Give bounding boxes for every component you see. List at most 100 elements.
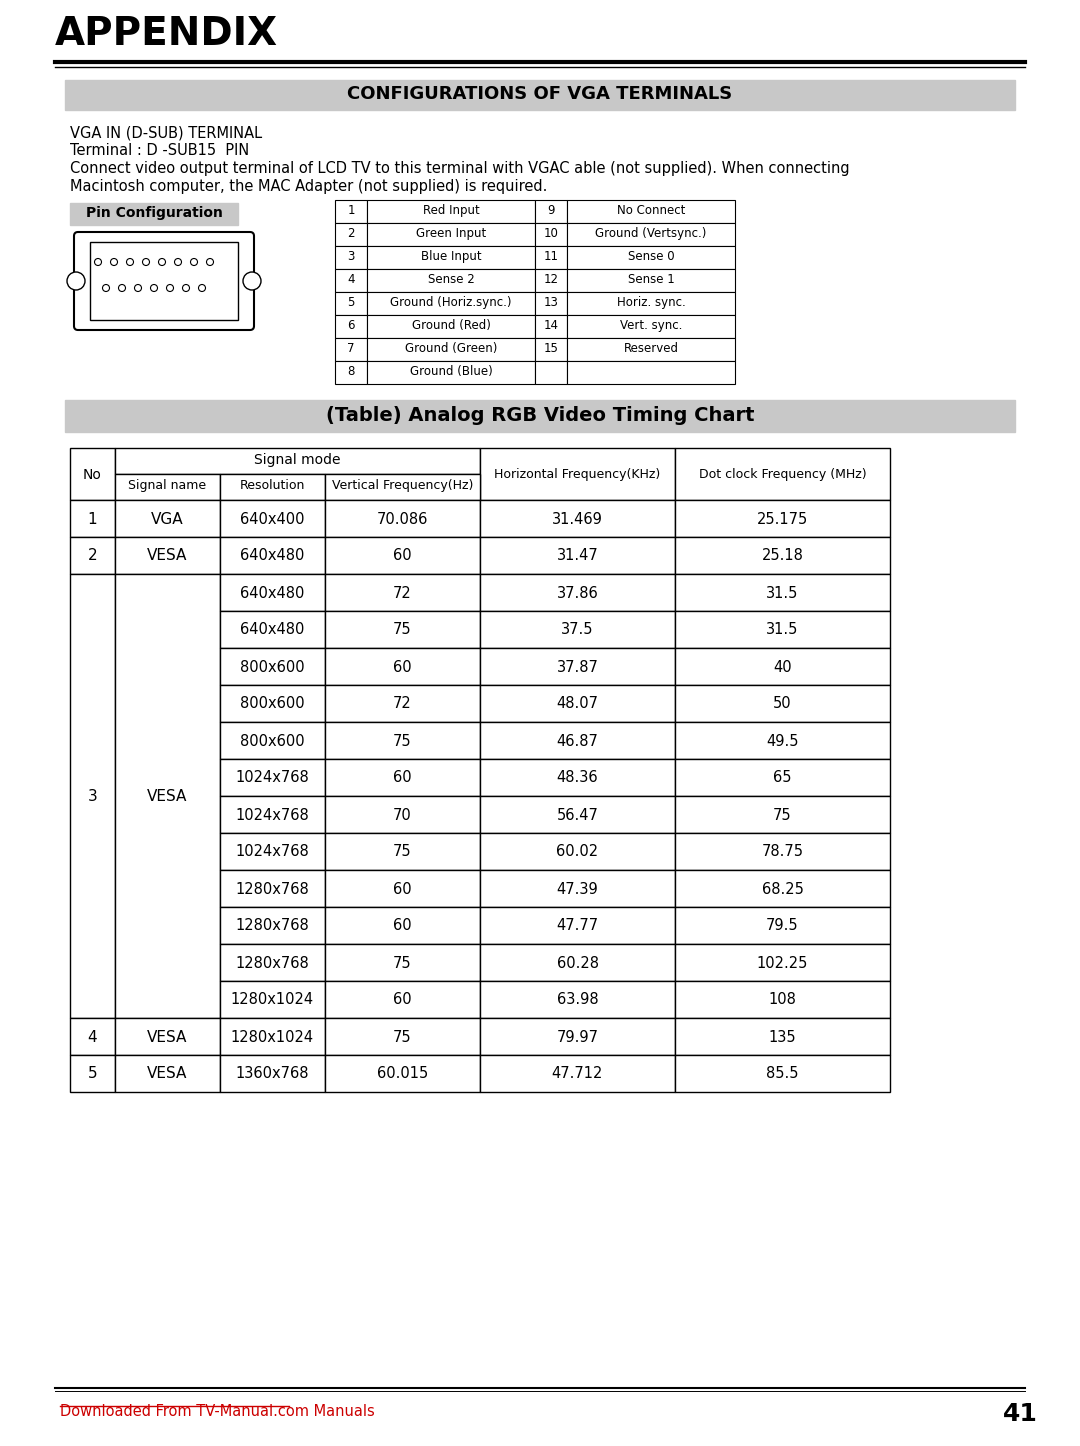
Text: VESA: VESA bbox=[147, 1030, 188, 1044]
Text: (Table) Analog RGB Video Timing Chart: (Table) Analog RGB Video Timing Chart bbox=[326, 406, 754, 425]
Bar bbox=[114, 1018, 220, 1056]
Text: 85.5: 85.5 bbox=[766, 1067, 799, 1082]
Bar bbox=[65, 401, 1015, 432]
Text: Sense 1: Sense 1 bbox=[627, 273, 674, 286]
Text: 800x600: 800x600 bbox=[240, 659, 305, 674]
Text: 47.39: 47.39 bbox=[556, 882, 598, 897]
Text: 2: 2 bbox=[87, 548, 97, 564]
Text: VGA IN (D-SUB) TERMINAL: VGA IN (D-SUB) TERMINAL bbox=[70, 124, 262, 140]
Bar bbox=[220, 536, 325, 574]
Bar bbox=[480, 574, 675, 612]
Text: 40: 40 bbox=[773, 659, 792, 674]
Text: 1280x1024: 1280x1024 bbox=[231, 992, 314, 1008]
Text: 47.712: 47.712 bbox=[552, 1067, 604, 1082]
Bar bbox=[114, 1056, 220, 1092]
Circle shape bbox=[143, 259, 149, 266]
Text: 79.97: 79.97 bbox=[556, 1030, 598, 1044]
Bar bbox=[675, 833, 890, 870]
Bar bbox=[325, 500, 480, 536]
Text: 640x480: 640x480 bbox=[241, 548, 305, 564]
Bar bbox=[367, 338, 535, 362]
Text: 1280x768: 1280x768 bbox=[235, 918, 309, 934]
Circle shape bbox=[175, 259, 181, 266]
Text: Red Input: Red Input bbox=[422, 204, 480, 217]
Bar bbox=[567, 292, 735, 315]
Bar bbox=[675, 944, 890, 980]
Text: Ground (Horiz.sync.): Ground (Horiz.sync.) bbox=[390, 296, 512, 309]
Bar bbox=[220, 944, 325, 980]
Text: Vertical Frequency(Hz): Vertical Frequency(Hz) bbox=[332, 479, 473, 492]
Text: 14: 14 bbox=[543, 320, 558, 333]
Circle shape bbox=[183, 285, 189, 292]
Bar bbox=[70, 574, 114, 1018]
Text: 640x480: 640x480 bbox=[241, 586, 305, 600]
Circle shape bbox=[110, 259, 118, 266]
Text: Terminal : D -SUB15  PIN: Terminal : D -SUB15 PIN bbox=[70, 143, 249, 158]
Bar bbox=[220, 833, 325, 870]
Text: 800x600: 800x600 bbox=[240, 733, 305, 749]
Bar bbox=[70, 448, 114, 500]
Text: 60.02: 60.02 bbox=[556, 844, 598, 859]
Text: 135: 135 bbox=[769, 1030, 796, 1044]
Text: 60.28: 60.28 bbox=[556, 956, 598, 970]
Bar bbox=[480, 648, 675, 685]
Bar bbox=[325, 870, 480, 907]
Bar bbox=[335, 246, 367, 269]
Bar bbox=[675, 612, 890, 648]
Bar bbox=[325, 574, 480, 612]
Bar bbox=[220, 980, 325, 1018]
Bar bbox=[675, 1056, 890, 1092]
Text: 800x600: 800x600 bbox=[240, 697, 305, 711]
Bar bbox=[220, 1018, 325, 1056]
Text: 31.47: 31.47 bbox=[556, 548, 598, 564]
Bar bbox=[220, 574, 325, 612]
Text: 48.07: 48.07 bbox=[556, 697, 598, 711]
Text: 25.175: 25.175 bbox=[757, 512, 808, 526]
Text: 1024x768: 1024x768 bbox=[235, 807, 309, 823]
Bar bbox=[70, 202, 238, 226]
Bar bbox=[220, 722, 325, 759]
Bar bbox=[325, 722, 480, 759]
Bar bbox=[535, 269, 567, 292]
Circle shape bbox=[206, 259, 214, 266]
Bar bbox=[480, 980, 675, 1018]
Text: 25.18: 25.18 bbox=[761, 548, 804, 564]
Bar bbox=[535, 200, 567, 223]
Bar bbox=[220, 500, 325, 536]
Bar bbox=[675, 870, 890, 907]
Bar bbox=[480, 612, 675, 648]
Text: 60: 60 bbox=[393, 992, 411, 1008]
Text: 4: 4 bbox=[348, 273, 354, 286]
Bar bbox=[70, 500, 114, 536]
Text: 79.5: 79.5 bbox=[766, 918, 799, 934]
Text: Signal mode: Signal mode bbox=[254, 453, 341, 467]
Circle shape bbox=[150, 285, 158, 292]
Bar bbox=[480, 500, 675, 536]
Text: 2: 2 bbox=[348, 227, 354, 240]
Bar bbox=[367, 292, 535, 315]
Text: 102.25: 102.25 bbox=[757, 956, 808, 970]
Text: 8: 8 bbox=[348, 364, 354, 377]
Bar bbox=[480, 536, 675, 574]
Bar bbox=[675, 980, 890, 1018]
Text: 6: 6 bbox=[348, 320, 354, 333]
Bar bbox=[367, 223, 535, 246]
Text: 37.86: 37.86 bbox=[556, 586, 598, 600]
Bar bbox=[325, 980, 480, 1018]
Text: Green Input: Green Input bbox=[416, 227, 486, 240]
Bar bbox=[567, 223, 735, 246]
Text: 75: 75 bbox=[393, 622, 411, 638]
Bar bbox=[535, 315, 567, 338]
Text: 70: 70 bbox=[393, 807, 411, 823]
Bar bbox=[567, 338, 735, 362]
Bar bbox=[367, 315, 535, 338]
Bar bbox=[220, 795, 325, 833]
Text: 3: 3 bbox=[87, 790, 97, 804]
Bar bbox=[675, 574, 890, 612]
Text: 72: 72 bbox=[393, 586, 411, 600]
Circle shape bbox=[119, 285, 125, 292]
Bar bbox=[325, 612, 480, 648]
Text: APPENDIX: APPENDIX bbox=[55, 14, 279, 54]
Circle shape bbox=[166, 285, 174, 292]
Bar bbox=[70, 1018, 114, 1056]
